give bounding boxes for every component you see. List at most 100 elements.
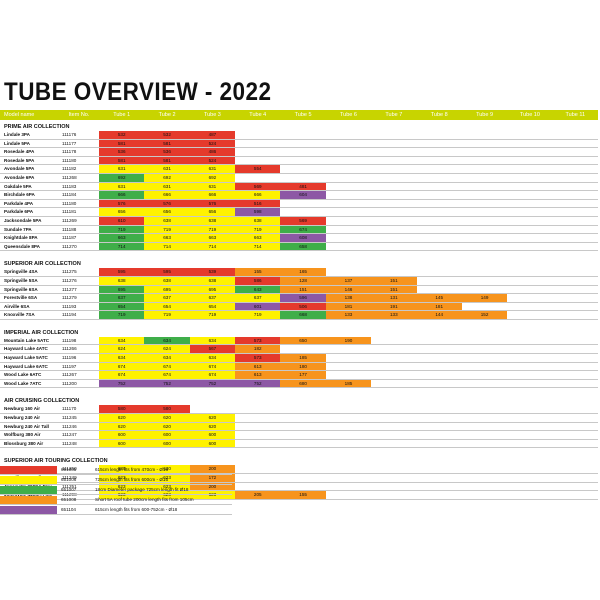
- tube-cell: [371, 200, 416, 208]
- tube-cell: [417, 208, 462, 216]
- tube-cell: [417, 226, 462, 234]
- tube-cell: [326, 191, 371, 199]
- legend-number: 651104: [61, 507, 76, 512]
- tube-cell: [371, 140, 416, 148]
- tube-cell: 185: [325, 379, 372, 388]
- tube-cell: [462, 268, 507, 276]
- model-name: Newburg 240 Air: [4, 415, 41, 421]
- item-number: 111181: [62, 209, 77, 215]
- tube-cell: [507, 337, 552, 345]
- tube-cell: 180: [280, 362, 326, 371]
- table-row: Hayward Lake 5ATC 111196 634 634 634 573 185: [0, 354, 598, 363]
- item-number: 111276: [62, 277, 77, 283]
- tube-cell: 624: [99, 345, 145, 354]
- tube-cell: 190: [325, 336, 372, 345]
- tube-cell: 581: [99, 156, 145, 165]
- tube-cell: [462, 131, 507, 139]
- tube-cell: [371, 465, 416, 473]
- tube-cell: [507, 234, 552, 242]
- model-name: Rosedale 5PA: [4, 157, 35, 163]
- tube-cell: [190, 405, 235, 413]
- tube-cell: [235, 157, 280, 165]
- tube-cell: 620: [144, 422, 190, 431]
- tube-cell: 569: [235, 182, 281, 191]
- tube-cell: [553, 431, 598, 439]
- table-row: Parkdale 6PA 111181 656 656 656 598: [0, 208, 598, 217]
- tube-cell: 149: [461, 294, 508, 302]
- tube-cell: 487: [189, 131, 236, 139]
- tube-cell: 133: [325, 311, 372, 319]
- tube-cell: [462, 371, 507, 379]
- tube-cell: [326, 165, 371, 173]
- header-cell: Tube 7: [385, 112, 403, 118]
- tube-cell: [417, 474, 462, 482]
- tube-cell: [553, 354, 598, 362]
- legend-swatch: [0, 505, 57, 514]
- tube-cell: [371, 217, 416, 225]
- legend-item: 651005 615cm length fits from 470cm - Ø16: [0, 465, 232, 475]
- item-number: 111177: [62, 140, 77, 146]
- model-name: Forestville 6SA: [4, 295, 38, 301]
- tube-cell: [371, 345, 416, 353]
- item-number: 111198: [62, 337, 77, 343]
- tube-cell: 638: [144, 276, 190, 285]
- tube-cell: [326, 414, 371, 422]
- tube-cell: 663: [99, 234, 145, 242]
- item-number: 111270: [62, 243, 77, 249]
- tube-cell: 674: [189, 362, 236, 371]
- item-number: 111196: [62, 355, 77, 361]
- tube-cell: [417, 148, 462, 156]
- tube-cell: 155: [235, 268, 281, 276]
- tube-cell: [326, 405, 371, 413]
- tube-cell: [507, 483, 552, 491]
- tube-cell: 623: [144, 474, 190, 482]
- tube-cell: [553, 414, 598, 422]
- tube-cell: [235, 440, 280, 448]
- tube-cell: [507, 414, 552, 422]
- tube-cell: [326, 226, 371, 234]
- tube-cell: [507, 165, 552, 173]
- tube-cell: [371, 440, 416, 448]
- tube-cell: 666: [144, 191, 190, 199]
- tube-cell: [371, 243, 416, 251]
- tube-cell: 200: [189, 482, 236, 491]
- tube-cell: [417, 483, 462, 491]
- item-number: 111267: [62, 372, 77, 378]
- tube-cell: 752: [189, 379, 236, 388]
- tube-cell: [326, 431, 371, 439]
- tube-cell: [280, 431, 325, 439]
- table-row: Jacksondale 5PA 111269 610 638 638 638 569: [0, 216, 598, 226]
- tube-cell: [280, 474, 325, 482]
- legend-item: 651104 615cm length fits from 600-752cm -…: [0, 505, 232, 515]
- model-name: Lindale 5PA: [4, 140, 30, 146]
- tube-cell: 658: [280, 242, 326, 251]
- tube-cell: 631: [189, 165, 236, 173]
- tube-cell: [507, 431, 552, 439]
- tube-cell: 596: [280, 294, 326, 302]
- tube-cell: 573: [235, 354, 281, 362]
- tube-cell: [417, 157, 462, 165]
- table-row: Lindale 5PA 111177 581 581 524: [0, 139, 598, 149]
- tube-cell: 600: [99, 431, 145, 439]
- tube-cell: [507, 423, 552, 431]
- model-name: Knoxville 7SA: [4, 312, 35, 318]
- tube-cell: [371, 371, 416, 379]
- tube-cell: [553, 474, 598, 482]
- tube-cell: 714: [189, 242, 236, 251]
- tube-cell: [371, 474, 416, 482]
- tube-cell: [371, 234, 416, 242]
- item-number: 111251: [62, 483, 77, 489]
- tube-cell: 532: [99, 131, 145, 139]
- legend-swatch: [0, 495, 57, 504]
- tube-cell: [462, 157, 507, 165]
- tube-cell: [462, 191, 507, 199]
- tube-cell: [280, 465, 325, 473]
- tube-cell: 595: [99, 268, 145, 276]
- table-row: Wolfburg 380 Air 111247 600 600 600: [0, 431, 598, 440]
- tube-cell: 719: [189, 225, 236, 234]
- tube-cell: 719: [99, 225, 145, 234]
- tube-cell: 539: [189, 268, 236, 276]
- table-row: Knightdale 8PA 111187 663 663 663 663 608: [0, 234, 598, 243]
- tube-cell: [371, 226, 416, 234]
- tube-cell: [462, 414, 507, 422]
